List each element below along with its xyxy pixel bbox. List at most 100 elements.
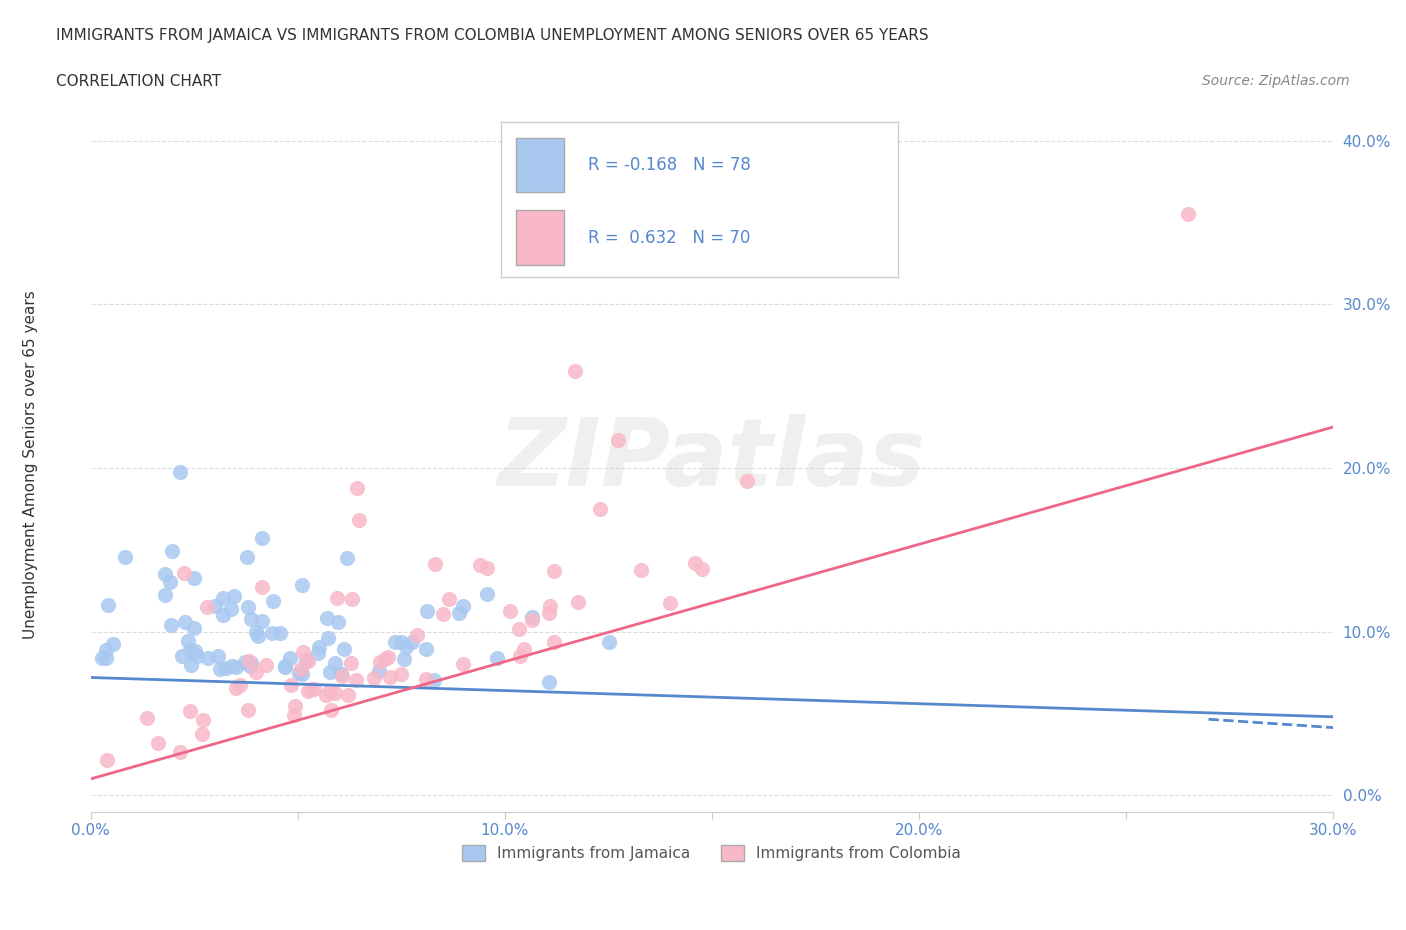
Point xyxy=(330,667,353,682)
Point xyxy=(318,665,340,680)
Point xyxy=(340,591,363,606)
Point xyxy=(475,587,498,602)
Point xyxy=(451,598,474,613)
Point xyxy=(326,614,349,629)
Point xyxy=(330,669,353,684)
Point xyxy=(219,602,242,617)
Point xyxy=(735,473,758,488)
Point xyxy=(195,600,218,615)
Point xyxy=(415,641,437,656)
Point xyxy=(367,664,389,679)
Point xyxy=(378,669,401,684)
Point xyxy=(212,607,235,622)
Point xyxy=(415,672,437,687)
Point xyxy=(233,655,256,670)
Point xyxy=(537,606,560,621)
Point xyxy=(368,655,391,670)
Point xyxy=(238,600,260,615)
Point xyxy=(240,656,263,671)
Point xyxy=(103,636,125,651)
Point xyxy=(292,644,315,659)
Point xyxy=(344,672,367,687)
Point xyxy=(567,595,589,610)
Point xyxy=(316,610,339,625)
Point xyxy=(598,635,620,650)
Point xyxy=(280,678,302,693)
Point xyxy=(319,684,342,698)
Point xyxy=(685,555,707,570)
Point xyxy=(384,634,406,649)
Point xyxy=(179,704,201,719)
Point xyxy=(394,651,416,666)
Point xyxy=(169,745,191,760)
Point xyxy=(224,589,246,604)
Point xyxy=(423,672,446,687)
Point xyxy=(283,708,305,723)
Point xyxy=(91,650,114,665)
Point xyxy=(191,712,214,727)
Point xyxy=(302,682,325,697)
Point xyxy=(1177,207,1199,222)
Point xyxy=(394,640,416,655)
Point xyxy=(377,649,399,664)
Point xyxy=(250,530,273,545)
Point xyxy=(540,598,562,613)
Point xyxy=(169,464,191,479)
Point xyxy=(204,598,226,613)
Point xyxy=(170,648,193,663)
Point xyxy=(307,645,329,660)
Point xyxy=(96,651,118,666)
Point xyxy=(432,606,454,621)
Point xyxy=(180,658,202,672)
Point xyxy=(269,626,291,641)
Point xyxy=(214,660,236,675)
Point xyxy=(374,651,396,666)
Point xyxy=(447,605,470,620)
Point xyxy=(207,649,229,664)
Point xyxy=(453,657,475,671)
Point xyxy=(155,588,177,603)
Point xyxy=(326,591,349,605)
Point xyxy=(136,711,159,725)
Point xyxy=(260,626,283,641)
Point xyxy=(543,635,565,650)
Point xyxy=(177,633,200,648)
Point xyxy=(238,653,260,668)
Point xyxy=(486,650,509,665)
Point xyxy=(564,364,586,379)
Point xyxy=(245,664,267,679)
Text: Unemployment Among Seniors over 65 years: Unemployment Among Seniors over 65 years xyxy=(24,291,38,640)
Point xyxy=(475,561,498,576)
Point xyxy=(159,618,181,633)
Point xyxy=(250,613,273,628)
Point xyxy=(336,551,359,565)
Point xyxy=(288,665,311,680)
Legend: Immigrants from Jamaica, Immigrants from Colombia: Immigrants from Jamaica, Immigrants from… xyxy=(456,839,967,868)
Point xyxy=(499,604,522,618)
Point xyxy=(146,736,169,751)
Point xyxy=(405,628,427,643)
Point xyxy=(346,480,368,495)
Point xyxy=(239,658,262,673)
Text: CORRELATION CHART: CORRELATION CHART xyxy=(56,74,221,89)
Point xyxy=(208,661,231,676)
Point xyxy=(160,544,183,559)
Point xyxy=(297,654,319,669)
Point xyxy=(155,566,177,581)
Point xyxy=(183,621,205,636)
Point xyxy=(254,658,277,672)
Point xyxy=(221,658,243,673)
Point xyxy=(425,556,447,571)
Point xyxy=(389,634,412,649)
Point xyxy=(437,591,460,606)
Text: IMMIGRANTS FROM JAMAICA VS IMMIGRANTS FROM COLOMBIA UNEMPLOYMENT AMONG SENIORS O: IMMIGRANTS FROM JAMAICA VS IMMIGRANTS FR… xyxy=(56,28,929,43)
Point xyxy=(250,579,273,594)
Point xyxy=(179,643,201,658)
Point xyxy=(468,557,491,572)
Point xyxy=(315,688,337,703)
Point xyxy=(363,671,385,685)
Point xyxy=(184,644,207,658)
Text: ZIPatlas: ZIPatlas xyxy=(498,414,925,506)
Point xyxy=(323,656,346,671)
Point xyxy=(173,565,195,580)
